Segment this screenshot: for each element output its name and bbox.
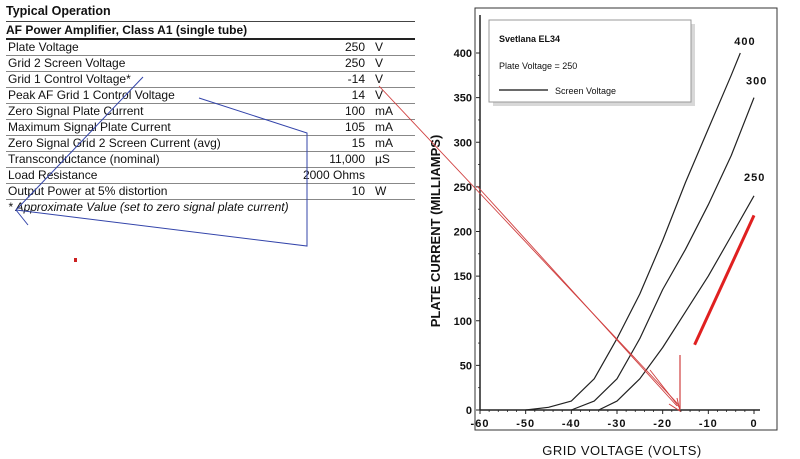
spec-value: 14 — [285, 87, 369, 104]
footnote: * Approximate Value (set to zero signal … — [8, 200, 289, 214]
blue-outline-line — [15, 209, 29, 226]
typical-operation-table: Typical Operation AF Power Amplifier, Cl… — [6, 4, 415, 215]
spec-row: Peak AF Grid 1 Control Voltage 14 V — [6, 87, 415, 104]
spec-row: Grid 2 Screen Voltage 250 V — [6, 55, 415, 72]
x-axis-title: GRID VOLTAGE (VOLTS) — [542, 443, 702, 458]
x-tick-label: -50 — [516, 418, 535, 430]
x-tick-label: -60 — [471, 418, 490, 430]
spec-row: Zero Signal Plate Current 100 mA — [6, 103, 415, 120]
spec-row: Maximum Signal Plate Current 105 mA — [6, 119, 415, 136]
spec-value: 250 — [285, 55, 369, 72]
y-tick-label: 0 — [466, 405, 472, 417]
spec-row: Transconductance (nominal) 11,000 µS — [6, 151, 415, 168]
legend-tube: Svetlana EL34 — [499, 34, 560, 44]
curve-300 — [571, 97, 755, 411]
y-tick-label: 400 — [454, 48, 472, 60]
curve-label: 400 — [734, 36, 755, 48]
y-tick-label: 100 — [454, 316, 472, 328]
spec-value: 10 — [285, 183, 369, 200]
spec-unit: V — [369, 55, 415, 72]
curve-250 — [598, 195, 755, 411]
spec-unit: mA — [369, 119, 415, 136]
spec-row: Plate Voltage 250 V — [6, 40, 415, 56]
red-arrowhead — [668, 397, 681, 413]
spec-row: Load Resistance 2000 Ohms — [6, 167, 415, 184]
legend-condition: Plate Voltage = 250 — [499, 61, 577, 71]
x-tick-label: -30 — [608, 418, 627, 430]
spec-unit: mA — [369, 103, 415, 120]
spec-value: 105 — [285, 119, 369, 136]
spec-unit: V — [369, 87, 415, 104]
x-tick-label: -10 — [699, 418, 718, 430]
section-heading: Typical Operation — [6, 4, 415, 22]
curve-label: 300 — [746, 76, 767, 88]
spec-unit: µS — [369, 151, 415, 168]
y-tick-label: 200 — [454, 227, 472, 239]
spec-parameter: Grid 1 Control Voltage* — [6, 71, 285, 88]
y-tick-label: 250 — [454, 182, 472, 194]
spec-value: 100 — [285, 103, 369, 120]
red-pointer-line — [649, 369, 680, 408]
spec-parameter: Maximum Signal Plate Current — [6, 119, 285, 136]
section-subheading: AF Power Amplifier, Class A1 (single tub… — [6, 22, 415, 40]
y-tick-label: 300 — [454, 137, 472, 149]
spec-parameter: Load Resistance — [6, 167, 285, 184]
spec-parameter: Peak AF Grid 1 Control Voltage — [6, 87, 285, 104]
spec-row: Grid 1 Control Voltage* -14 V — [6, 71, 415, 88]
legend-line-label: Screen Voltage — [555, 86, 616, 96]
spec-unit: V — [369, 40, 415, 56]
y-tick-label: 50 — [460, 360, 472, 372]
y-tick-label: 150 — [454, 271, 472, 283]
highlight-line — [693, 214, 756, 346]
spec-unit: mA — [369, 135, 415, 152]
blue-outline-line — [14, 76, 308, 247]
spec-table: Plate Voltage 250 V Grid 2 Screen Voltage 25… — [6, 40, 415, 200]
y-tick-label: 350 — [454, 93, 472, 105]
spec-parameter: Transconductance (nominal) — [6, 151, 285, 168]
spec-parameter: Output Power at 5% distortion — [6, 183, 285, 200]
spec-unit: W — [369, 183, 415, 200]
red-pointer-line — [476, 185, 678, 407]
spec-value: 15 — [285, 135, 369, 152]
spec-value: 2000 Ohms — [285, 167, 369, 184]
spec-parameter: Grid 2 Screen Voltage — [6, 55, 285, 72]
spec-unit: V — [369, 71, 415, 88]
red-pointer-line — [378, 85, 679, 405]
x-tick-label: 0 — [750, 418, 757, 430]
legend-box — [488, 19, 692, 103]
x-tick-label: -20 — [653, 418, 672, 430]
x-tick-label: -40 — [562, 418, 581, 430]
spec-parameter: Plate Voltage — [6, 40, 285, 56]
spec-unit — [369, 167, 415, 184]
spec-parameter: Zero Signal Plate Current — [6, 103, 285, 120]
red-dot — [74, 258, 77, 262]
spec-value: -14 — [285, 71, 369, 88]
y-axis-title: PLATE CURRENT (MILLIAMPS) — [428, 135, 443, 328]
curve-label: 250 — [744, 172, 765, 184]
curve-400 — [525, 52, 741, 411]
spec-row: Output Power at 5% distortion 10 W — [6, 183, 415, 200]
spec-value: 250 — [285, 40, 369, 56]
spec-value: 11,000 — [285, 151, 369, 168]
